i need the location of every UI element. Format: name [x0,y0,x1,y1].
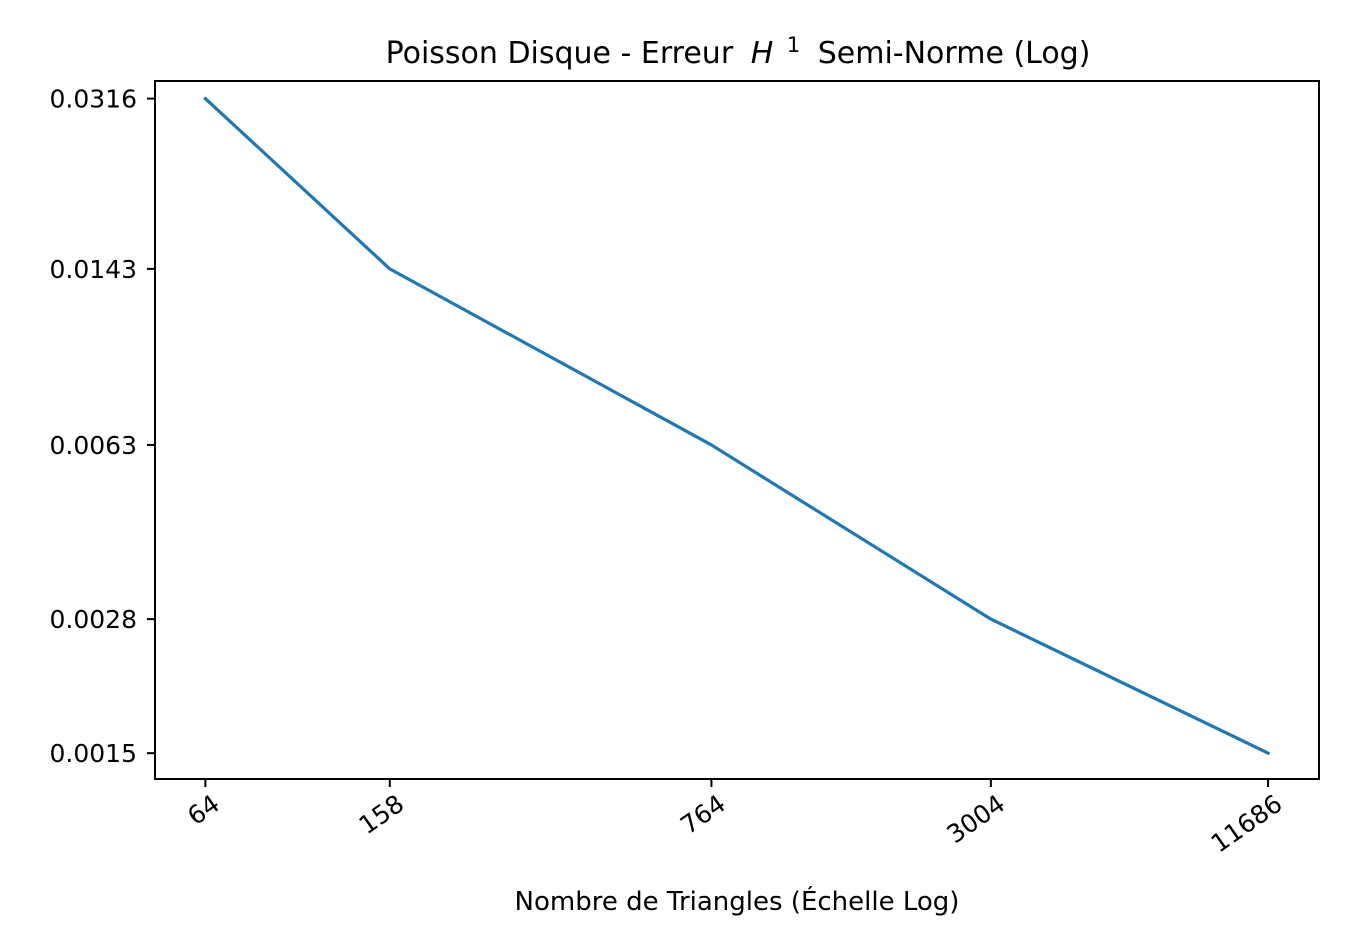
series-layer [203,96,1271,756]
y-tick-label: 0.0316 [50,85,137,114]
y-tick-label: 0.0143 [50,255,137,284]
y-tick-label: 0.0015 [50,739,137,768]
x-axis-label: Nombre de Triangles (Échelle Log) [515,885,960,917]
y-tick-label: 0.0063 [50,431,137,460]
chart-title-main: Poisson Disque - Erreur [386,36,734,71]
chart-title-symbol: H [751,36,774,71]
plot-area-frame [154,80,1320,780]
y-axis: 0.0316 0.0143 0.0063 0.0028 0.0015 [50,85,155,768]
series-line-1 [203,96,1271,756]
y-tick-label: 0.0028 [50,605,137,634]
chart-title-suffix: Semi-Norme (Log) [818,36,1091,71]
chart-title: Poisson Disque - Erreur H 1 Semi-Norme (… [386,25,1091,71]
chart-title-superscript: 1 [787,33,800,57]
